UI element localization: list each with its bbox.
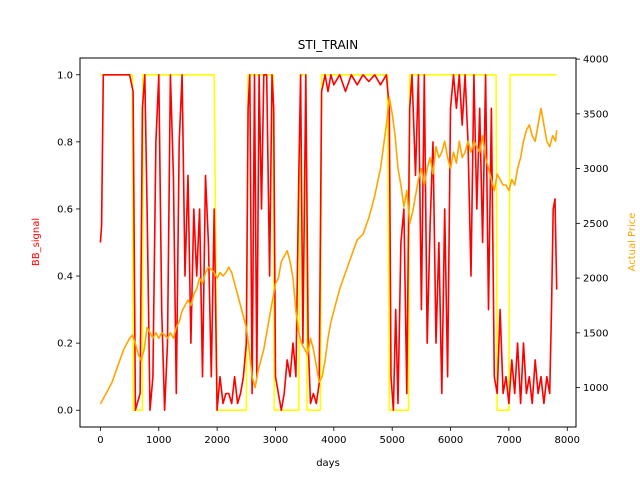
x-tick-label: 8000 [555, 435, 580, 446]
x-tick-label: 1000 [146, 435, 171, 446]
y-left-tick-label: 1.0 [57, 70, 73, 81]
x-axis-label: days [316, 458, 340, 469]
y-left-tick-label: 0.8 [57, 137, 73, 148]
y-left-tick-label: 0.0 [57, 406, 73, 417]
y-right-tick-label: 3000 [583, 164, 608, 175]
y-right-tick-label: 3500 [583, 109, 608, 120]
y-right-tick-label: 4000 [583, 55, 608, 66]
y-axis-left-label: BB_signal [31, 218, 42, 266]
y-left-tick-label: 0.2 [57, 339, 73, 350]
y-right-tick-label: 1000 [583, 383, 608, 394]
chart-title: STI_TRAIN [298, 38, 358, 52]
y-right-tick-label: 2000 [583, 274, 608, 285]
series-line-0 [100, 74, 557, 411]
y-right-tick-label: 2500 [583, 219, 608, 230]
y-left-tick-label: 0.6 [57, 204, 73, 215]
x-axis: 0 1000 2000 3000 4000 5000 6000 7000 8000 [97, 427, 580, 446]
y-axis-right-label: Actual Price [627, 213, 638, 272]
series-line-1 [99, 74, 558, 411]
x-tick-label: 6000 [438, 435, 463, 446]
series-layer [99, 74, 558, 411]
series-line-2 [99, 96, 558, 405]
y-right-tick-label: 1500 [583, 328, 608, 339]
x-tick-label: 5000 [379, 435, 404, 446]
y-left-tick-label: 0.4 [57, 272, 73, 283]
x-tick-label: 2000 [204, 435, 229, 446]
x-tick-label: 7000 [496, 435, 521, 446]
x-tick-label: 0 [97, 435, 103, 446]
y-axis-right: 1000 1500 2000 2500 3000 3500 4000 [576, 55, 608, 394]
x-tick-label: 3000 [263, 435, 288, 446]
x-tick-label: 4000 [321, 435, 346, 446]
y-axis-left: 0.0 0.2 0.4 0.6 0.8 1.0 [57, 70, 80, 417]
plot-frame [79, 57, 577, 428]
